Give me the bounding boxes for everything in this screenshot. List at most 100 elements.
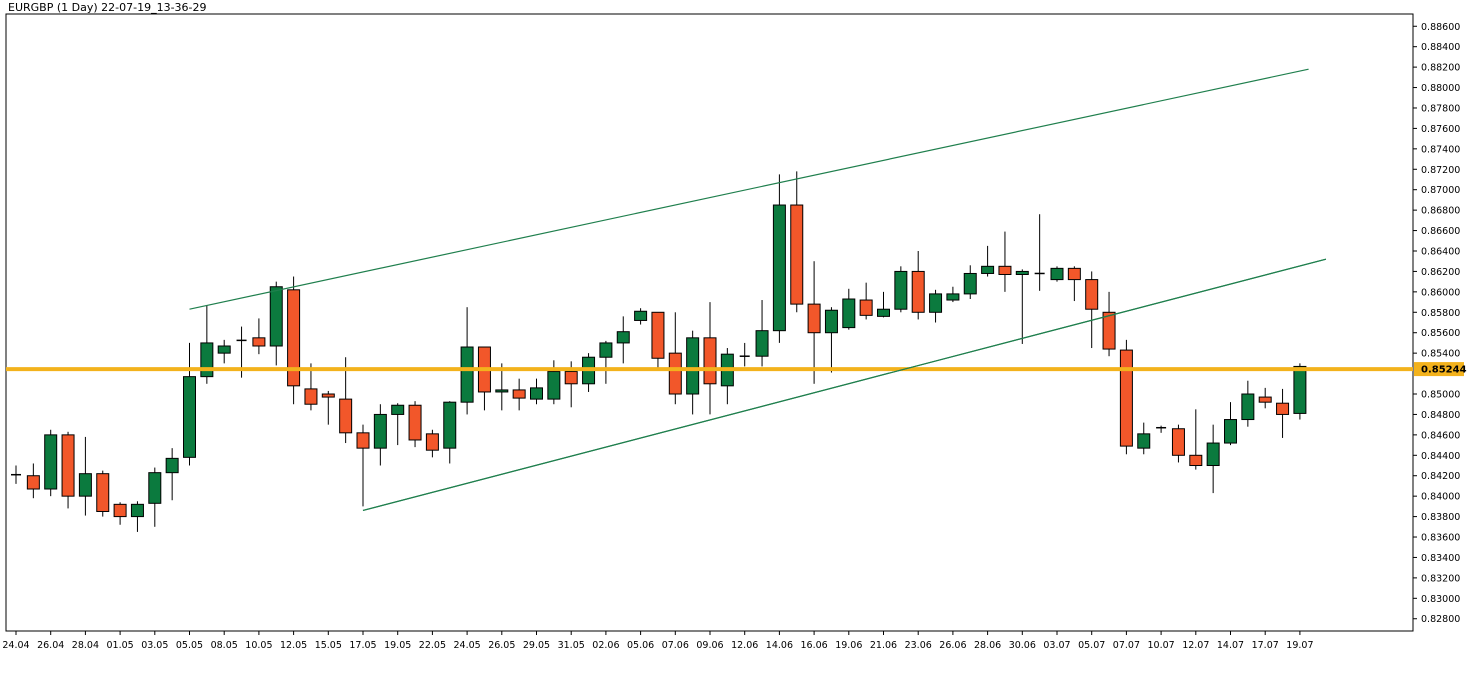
candle-59 [1034, 214, 1045, 291]
candle-60 [1050, 266, 1064, 282]
candle-body [1067, 267, 1081, 281]
candle-26 [460, 307, 474, 415]
candle-29 [512, 378, 526, 411]
x-tick-label: 12.06 [731, 640, 758, 651]
candle-52 [911, 250, 925, 320]
candle-body [1119, 349, 1133, 447]
candle-16 [287, 276, 301, 405]
x-tick-label: 21.06 [870, 640, 897, 651]
candle-body [443, 401, 457, 449]
candle-body [1015, 270, 1029, 275]
candle-body [44, 434, 58, 490]
candle-body [911, 270, 925, 313]
candle-55 [963, 265, 977, 300]
candle-body [460, 346, 474, 403]
candle-64 [1119, 339, 1133, 455]
candle-body [1224, 419, 1237, 444]
candle-53 [929, 289, 943, 323]
candle-body [321, 393, 335, 398]
y-tick-label: 0.83800 [1421, 512, 1460, 523]
candle-body [148, 472, 162, 504]
candle-51 [894, 266, 908, 313]
x-axis: 24.04 26.04 28.04 01.05 03.05 05.05 08.05 10.05… [2, 631, 1314, 651]
x-tick-label: 30.06 [1009, 640, 1036, 651]
candle-61 [1067, 266, 1081, 302]
y-tick-label: 0.87600 [1421, 124, 1460, 135]
candle-37 [651, 311, 665, 371]
candle-54 [946, 286, 960, 303]
candle-body [165, 457, 179, 474]
y-tick-label: 0.87400 [1421, 144, 1460, 155]
candle-body [616, 331, 630, 344]
candle-74 [1293, 363, 1307, 420]
candle-0 [11, 465, 21, 484]
candle-38 [668, 312, 682, 405]
candle-body [842, 298, 856, 329]
candle-44 [772, 174, 786, 343]
x-tick-label: 23.06 [905, 640, 932, 651]
candle-3 [61, 431, 75, 509]
candle-body [373, 413, 387, 449]
candle-30 [530, 378, 543, 405]
y-tick-label: 0.85000 [1421, 390, 1460, 401]
candle-body [512, 389, 526, 399]
y-tick-label: 0.83400 [1421, 553, 1460, 564]
x-tick-label: 02.06 [592, 640, 619, 651]
candle-body [946, 293, 960, 301]
candle-70 [1224, 402, 1237, 446]
candle-43 [755, 300, 769, 367]
x-tick-label: 17.07 [1252, 640, 1279, 651]
x-tick-label: 26.06 [939, 640, 966, 651]
candle-body [113, 503, 127, 518]
candle-body [877, 308, 890, 317]
y-tick-label: 0.88000 [1421, 83, 1460, 94]
candle-65 [1137, 422, 1151, 455]
candle-body [981, 265, 995, 274]
candle-4 [78, 436, 92, 516]
candle-body [1276, 402, 1290, 415]
candle-body [755, 330, 769, 357]
y-tick-label: 0.84800 [1421, 410, 1460, 421]
x-tick-label: 28.06 [974, 640, 1001, 651]
candle-14 [252, 318, 266, 355]
chart-title: EURGBP (1 Day) 22-07-19_13-36-29 [8, 1, 207, 14]
candle-body [269, 286, 283, 347]
candle-20 [356, 424, 370, 507]
x-tick-label: 07.06 [662, 640, 689, 651]
candle-35 [616, 316, 630, 364]
y-tick-label: 0.84400 [1421, 451, 1460, 462]
candle-body [304, 388, 318, 405]
candle-24 [425, 429, 439, 458]
y-tick-label: 0.86600 [1421, 226, 1460, 237]
candle-50 [877, 291, 890, 318]
x-tick-label: 19.05 [384, 640, 411, 651]
y-tick-label: 0.85800 [1421, 308, 1460, 319]
x-tick-label: 22.05 [419, 640, 446, 651]
trendlines-layer [6, 68, 1413, 512]
candle-9 [165, 448, 179, 501]
candle-body [130, 503, 144, 518]
candle-body [807, 303, 821, 334]
candle-body [408, 404, 422, 441]
x-tick-label: 05.06 [627, 640, 654, 651]
x-tick-label: 26.05 [488, 640, 515, 651]
candle-49 [859, 282, 873, 320]
candle-2 [44, 429, 58, 497]
candle-body [1241, 393, 1255, 421]
candles-layer [11, 171, 1307, 532]
candle-body [998, 265, 1012, 275]
y-tick-label: 0.88400 [1421, 42, 1460, 53]
y-tick-label: 0.84200 [1421, 471, 1460, 482]
y-tick-label: 0.83000 [1421, 594, 1460, 605]
candle-body [651, 311, 665, 359]
x-tick-label: 14.06 [766, 640, 793, 651]
current-price-label-text: 0.85244 [1421, 365, 1467, 376]
lower-channel-line [362, 258, 1327, 512]
x-tick-label: 16.06 [800, 640, 827, 651]
candle-body [356, 432, 370, 449]
y-tick-label: 0.87000 [1421, 185, 1460, 196]
x-tick-label: 19.07 [1286, 640, 1313, 651]
y-tick-label: 0.85400 [1421, 349, 1460, 360]
x-tick-label: 09.06 [696, 640, 723, 651]
